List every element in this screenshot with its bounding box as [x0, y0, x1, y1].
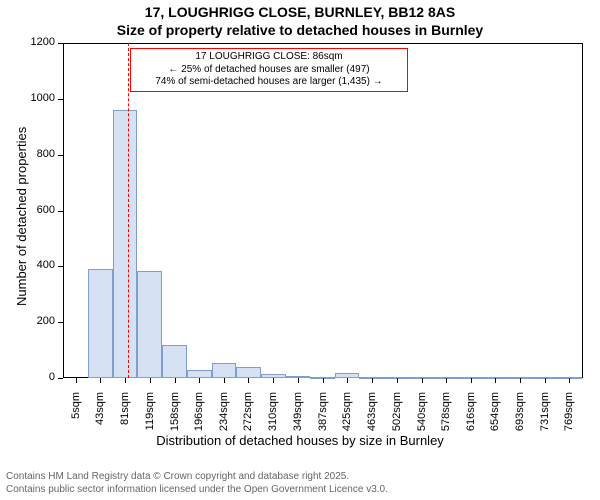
x-tick-label: 654sqm: [489, 392, 501, 442]
x-tick-label: 234sqm: [218, 392, 230, 442]
annotation-line-2: ← 25% of detached houses are smaller (49…: [137, 64, 401, 77]
x-tick-label: 43sqm: [94, 392, 106, 442]
y-tick: [58, 378, 63, 379]
y-tick: [58, 43, 63, 44]
x-tick-label: 502sqm: [391, 392, 403, 442]
x-tick: [273, 378, 274, 383]
y-tick-label: 200: [0, 315, 55, 327]
attribution: Contains HM Land Registry data © Crown c…: [0, 471, 600, 496]
y-tick-label: 800: [0, 148, 55, 160]
annotation-line-3: 74% of semi-detached houses are larger (…: [137, 76, 401, 89]
x-tick: [150, 378, 151, 383]
histogram-bar: [187, 370, 212, 378]
x-tick-label: 310sqm: [267, 392, 279, 442]
x-tick: [125, 378, 126, 383]
chart-subtitle: Size of property relative to detached ho…: [0, 22, 600, 38]
x-tick-label: 81sqm: [119, 392, 131, 442]
x-tick: [175, 378, 176, 383]
x-tick-label: 731sqm: [539, 392, 551, 442]
x-tick: [199, 378, 200, 383]
x-tick-label: 425sqm: [341, 392, 353, 442]
x-tick: [471, 378, 472, 383]
x-tick-label: 387sqm: [317, 392, 329, 442]
x-tick: [100, 378, 101, 383]
x-tick-label: 158sqm: [169, 392, 181, 442]
x-tick-label: 578sqm: [440, 392, 452, 442]
y-tick-label: 400: [0, 259, 55, 271]
x-tick: [495, 378, 496, 383]
attribution-line-1: Contains HM Land Registry data © Crown c…: [6, 471, 600, 484]
chart-container: 17, LOUGHRIGG CLOSE, BURNLEY, BB12 8AS S…: [0, 0, 600, 500]
x-tick: [545, 378, 546, 383]
attribution-line-2: Contains public sector information licen…: [6, 484, 600, 497]
x-tick: [76, 378, 77, 383]
x-tick-label: 463sqm: [366, 392, 378, 442]
x-tick: [422, 378, 423, 383]
x-tick-label: 769sqm: [563, 392, 575, 442]
y-tick-label: 1000: [0, 92, 55, 104]
x-tick: [372, 378, 373, 383]
y-tick: [58, 322, 63, 323]
y-tick: [58, 99, 63, 100]
y-tick-label: 1200: [0, 36, 55, 48]
x-tick: [323, 378, 324, 383]
x-tick: [520, 378, 521, 383]
x-tick-label: 693sqm: [514, 392, 526, 442]
y-tick: [58, 211, 63, 212]
x-tick-label: 196sqm: [193, 392, 205, 442]
histogram-bar: [113, 110, 138, 378]
x-tick-label: 616sqm: [465, 392, 477, 442]
x-tick-label: 540sqm: [416, 392, 428, 442]
y-tick: [58, 266, 63, 267]
x-tick-label: 349sqm: [292, 392, 304, 442]
histogram-bar: [162, 345, 187, 379]
y-tick-label: 600: [0, 204, 55, 216]
x-tick: [446, 378, 447, 383]
chart-title: 17, LOUGHRIGG CLOSE, BURNLEY, BB12 8AS: [0, 4, 600, 20]
x-tick-label: 119sqm: [144, 392, 156, 442]
x-tick-label: 5sqm: [70, 392, 82, 442]
property-marker-line: [128, 43, 129, 378]
histogram-bar: [137, 271, 162, 378]
annotation-box: 17 LOUGHRIGG CLOSE: 86sqm ← 25% of detac…: [130, 48, 408, 92]
x-tick: [347, 378, 348, 383]
y-tick-label: 0: [0, 371, 55, 383]
x-tick: [298, 378, 299, 383]
histogram-bar: [88, 269, 113, 378]
annotation-line-1: 17 LOUGHRIGG CLOSE: 86sqm: [137, 51, 401, 64]
histogram-bar: [236, 367, 261, 378]
x-tick-label: 272sqm: [242, 392, 254, 442]
x-tick: [397, 378, 398, 383]
x-tick: [248, 378, 249, 383]
y-tick: [58, 155, 63, 156]
x-tick: [569, 378, 570, 383]
x-tick: [224, 378, 225, 383]
histogram-bar: [212, 363, 237, 378]
